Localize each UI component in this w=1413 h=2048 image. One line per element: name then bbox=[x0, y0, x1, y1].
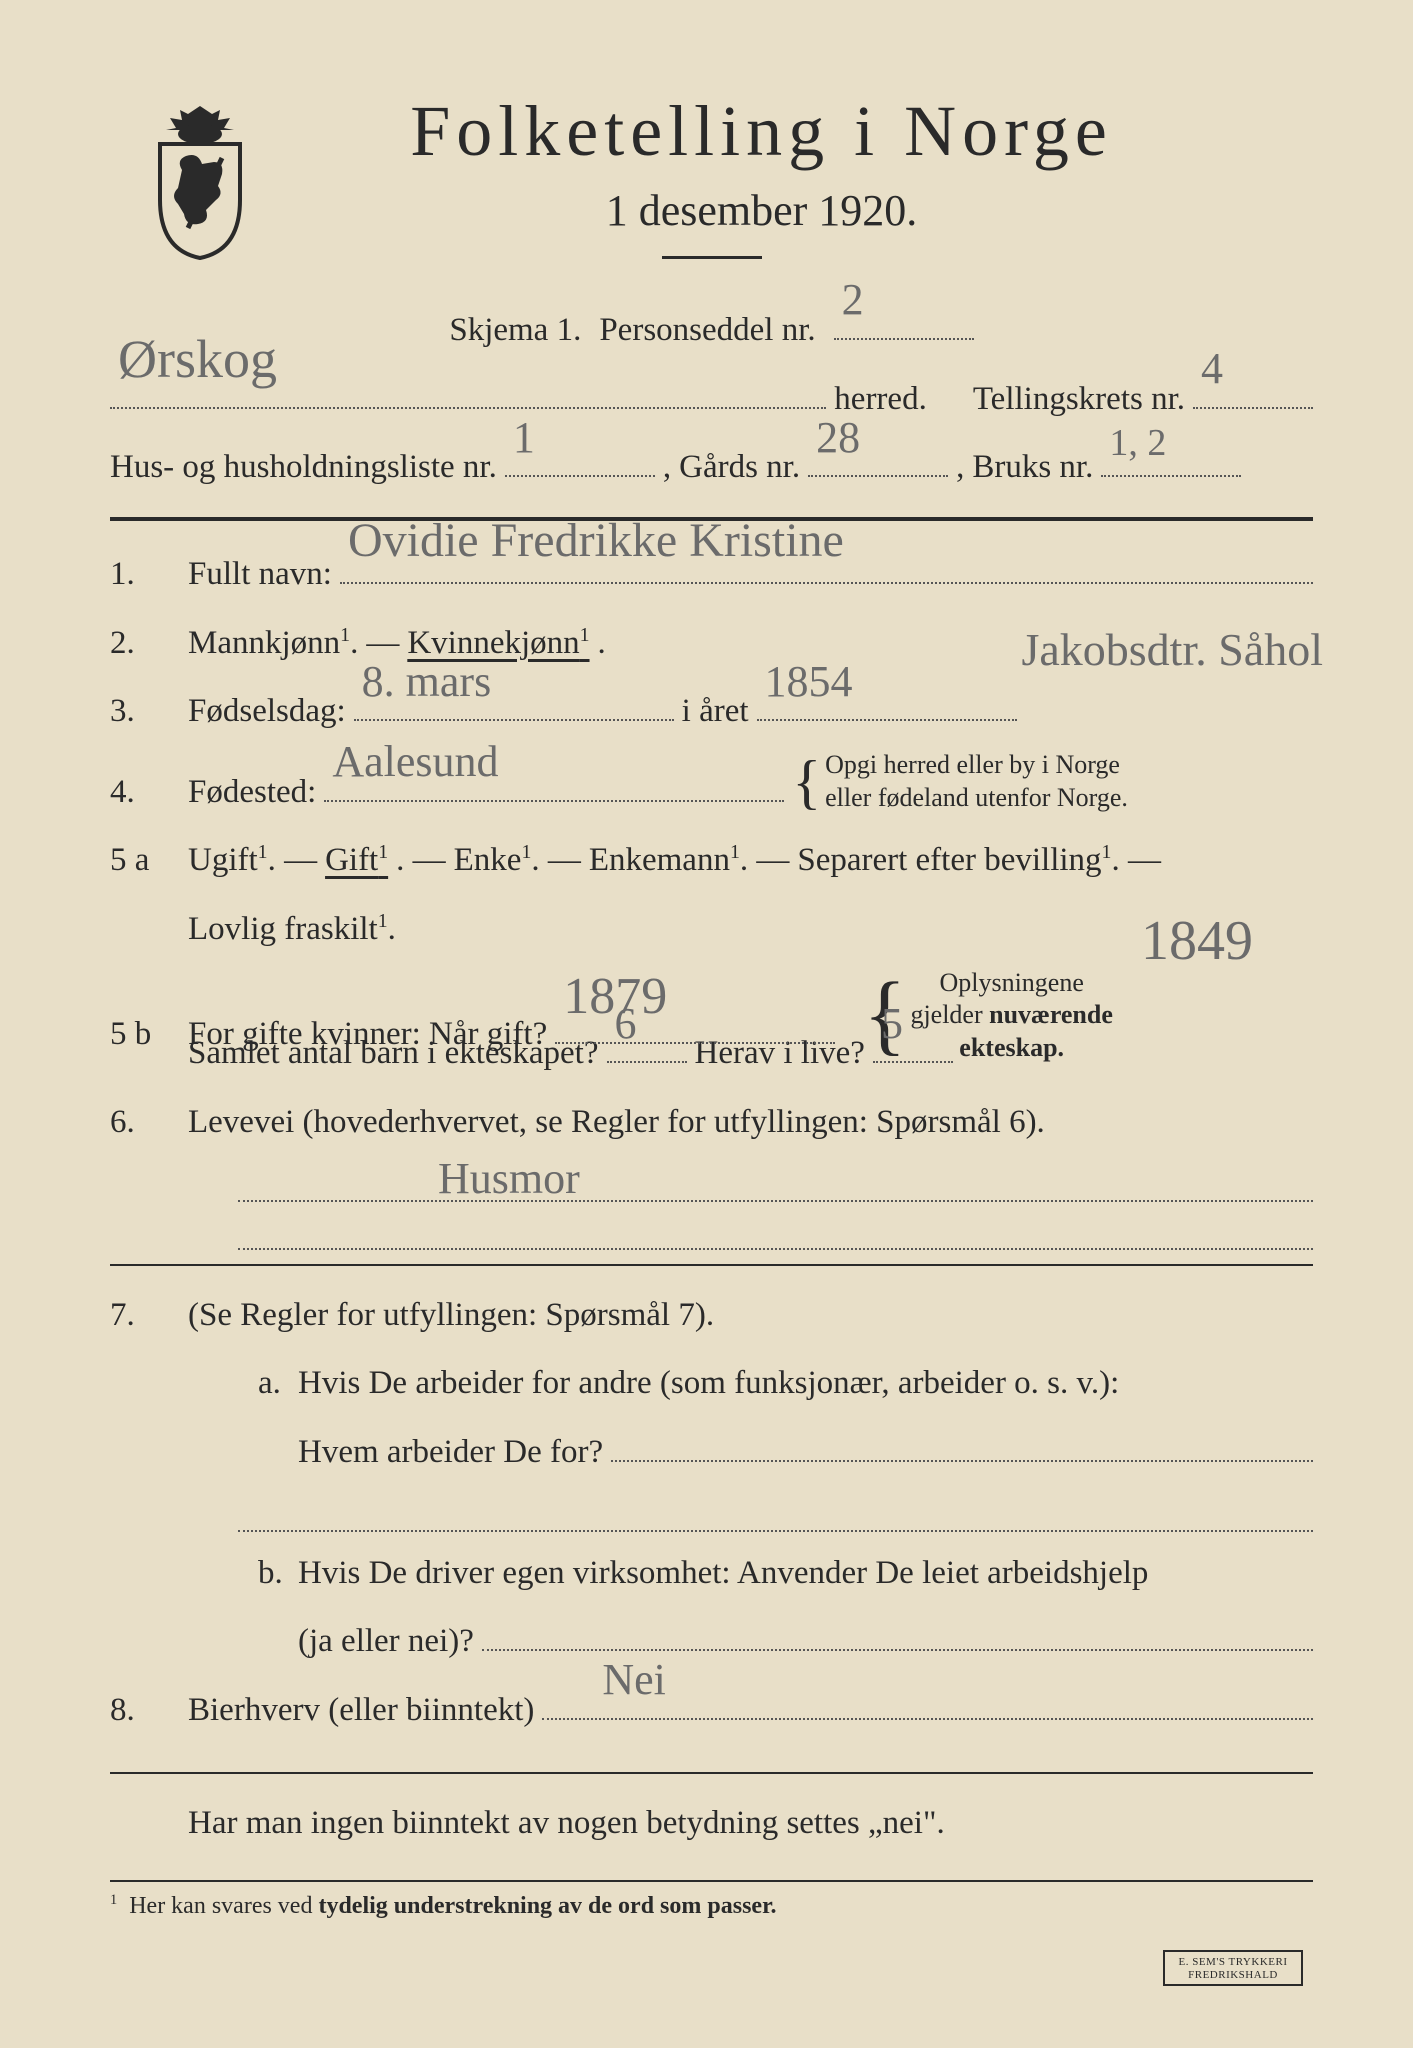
q6-fill2 bbox=[238, 1222, 1313, 1250]
q7-num: 7. bbox=[110, 1284, 180, 1347]
q7b-num: b. bbox=[238, 1542, 290, 1605]
q7a-line2: Hvem arbeider De for? bbox=[298, 1421, 603, 1484]
personseddel-nr: 2 bbox=[842, 258, 864, 342]
q2-mann: Mannkjønn bbox=[188, 625, 340, 661]
q6-fill1: Husmor bbox=[238, 1174, 1313, 1202]
q4-value: Aalesund bbox=[332, 720, 498, 804]
q7b-1: b. Hvis De driver egen virksomhet: Anven… bbox=[188, 1542, 1313, 1605]
q4-num: 4. bbox=[110, 761, 180, 824]
meta-line-1: Skjema 1. Personseddel nr. 2 bbox=[110, 299, 1313, 362]
herred-value: Ørskog bbox=[118, 308, 277, 411]
q3-label: Fødselsdag: bbox=[188, 680, 346, 743]
q5b-alive: 5 bbox=[881, 982, 903, 1066]
q3-year: 1854 bbox=[765, 640, 853, 724]
q6-label: Levevei (hovederhvervet, se Regler for u… bbox=[188, 1091, 1045, 1154]
q4-label: Fødested: bbox=[188, 761, 316, 824]
coat-of-arms-icon bbox=[140, 100, 260, 260]
q6: 6. Levevei (hovederhvervet, se Regler fo… bbox=[110, 1091, 1313, 1154]
q7-intro: 7. (Se Regler for utfyllingen: Spørsmål … bbox=[110, 1284, 1313, 1347]
q1: 1. Fullt navn: Ovidie Fredrikke Kristine bbox=[110, 543, 1313, 606]
bruks-label: Bruks nr. bbox=[972, 436, 1093, 499]
q2-num: 2. bbox=[110, 612, 180, 675]
q5b-annot: 1849 bbox=[1141, 909, 1253, 973]
rule-3 bbox=[110, 1772, 1313, 1774]
footer-instruction: Har man ingen biinntekt av nogen betydni… bbox=[110, 1792, 1313, 1855]
q5a-num: 5 a bbox=[110, 829, 180, 892]
q7b-line2: (ja eller nei)? bbox=[298, 1610, 474, 1673]
meta-line-3: Hus- og husholdningsliste nr. 1 , Gårds … bbox=[110, 436, 1313, 499]
q5b-num: 5 b bbox=[110, 1003, 180, 1066]
tellingskrets-nr: 4 bbox=[1201, 327, 1223, 411]
title-date: 1 desember 1920. bbox=[210, 185, 1313, 236]
q1-num: 1. bbox=[110, 543, 180, 606]
q8: 8. Bierhverv (eller biinntekt) Nei bbox=[110, 1679, 1313, 1742]
gards-nr: 28 bbox=[816, 396, 860, 480]
q3-day: 8. mars bbox=[362, 640, 492, 724]
q7a-2: Hvem arbeider De for? bbox=[188, 1421, 1313, 1484]
form-header: Folketelling i Norge 1 desember 1920. bbox=[110, 90, 1313, 259]
q7a-1: a. Hvis De arbeider for andre (som funks… bbox=[188, 1352, 1313, 1415]
q5b-children: 6 bbox=[615, 982, 637, 1066]
q2: 2. Mannkjønn1. — Kvinnekjønn1. Jakobsdtr… bbox=[110, 612, 1313, 675]
personseddel-label: Personseddel nr. bbox=[599, 299, 815, 362]
q1-value: Ovidie Fredrikke Kristine bbox=[348, 495, 844, 586]
q5b-children-label: Samlet antal barn i ekteskapet? bbox=[188, 1022, 599, 1085]
printer-stamp: E. SEM'S TRYKKERI FREDRIKSHALD bbox=[1163, 1950, 1303, 1986]
rule-2 bbox=[110, 1264, 1313, 1266]
q1-value2: Jakobsdtr. Såhol bbox=[1021, 606, 1323, 693]
hus-label: Hus- og husholdningsliste nr. bbox=[110, 436, 497, 499]
q4: 4. Fødested: Aalesund { Opgi herred elle… bbox=[110, 749, 1313, 823]
q5a-cont: Lovlig fraskilt1. bbox=[110, 898, 1313, 961]
q3-num: 3. bbox=[110, 680, 180, 743]
footnote: 1 Her kan svares ved tydelig understrekn… bbox=[110, 1880, 1313, 1920]
q7b-line1: Hvis De driver egen virksomhet: Anvender… bbox=[298, 1542, 1148, 1605]
q3-yearlabel: i året bbox=[682, 680, 749, 743]
q6-value: Husmor bbox=[438, 1153, 580, 1204]
q5b-note3: ekteskap. bbox=[959, 1033, 1064, 1062]
q4-note2: eller fødeland utenfor Norge. bbox=[825, 783, 1128, 812]
gards-label: Gårds nr. bbox=[679, 436, 800, 499]
bruks-nr: 1, 2 bbox=[1109, 407, 1166, 479]
q6-num: 6. bbox=[110, 1091, 180, 1154]
q8-label: Bierhverv (eller biinntekt) bbox=[188, 1679, 534, 1742]
hus-nr: 1 bbox=[513, 396, 535, 480]
q8-value: Nei bbox=[602, 1638, 666, 1722]
title-rule bbox=[662, 256, 762, 259]
q7a-line1: Hvis De arbeider for andre (som funksjon… bbox=[298, 1352, 1119, 1415]
q8-num: 8. bbox=[110, 1679, 180, 1742]
q5a: 5 a Ugift1. — Gift1. — Enke1. — Enkemann… bbox=[110, 829, 1313, 892]
title-main: Folketelling i Norge bbox=[210, 90, 1313, 173]
q7a-num: a. bbox=[238, 1352, 290, 1415]
q4-note1: Opgi herred eller by i Norge bbox=[825, 750, 1120, 779]
q1-label: Fullt navn: bbox=[188, 543, 332, 606]
q7-intro-label: (Se Regler for utfyllingen: Spørsmål 7). bbox=[188, 1284, 714, 1347]
q5b-note1: Oplysningene bbox=[939, 968, 1083, 997]
skjema-label: Skjema 1. bbox=[449, 299, 581, 362]
q7a-fill bbox=[238, 1504, 1313, 1532]
q7b-2: (ja eller nei)? bbox=[188, 1610, 1313, 1673]
